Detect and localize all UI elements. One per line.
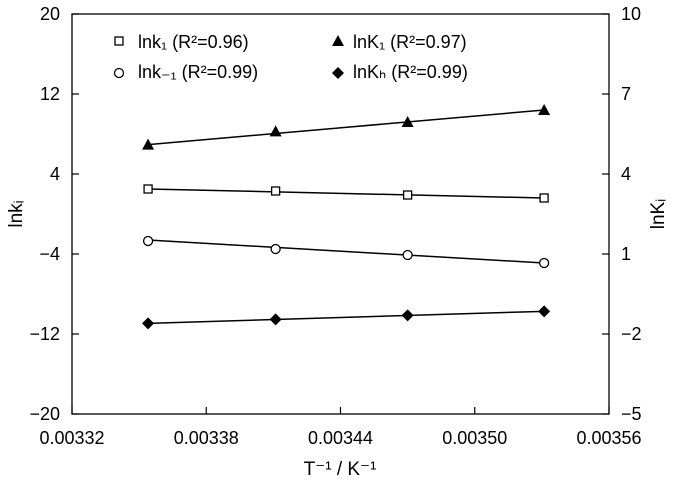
left-y-tick-label: 4: [50, 164, 60, 184]
legend-marker-lnKh: [332, 67, 344, 79]
x-axis-ticks: 0.00332 0.00338 0.00344 0.00350 0.00356: [39, 407, 642, 448]
data-point-series-3: [142, 317, 155, 330]
legend-marker-lnK1: [332, 35, 344, 46]
x-tick-label: 0.00356: [576, 428, 641, 448]
legend-label-lnK1: lnK₁ (R²=0.97): [353, 32, 467, 52]
right-y-axis-label: lnKᵢ: [648, 199, 669, 229]
left-y-tick-label: −4: [39, 244, 60, 264]
data-point-series-0: [402, 190, 413, 200]
right-y-tick-label: 4: [621, 164, 631, 184]
x-tick-label: 0.00338: [174, 428, 239, 448]
data-point-series-0: [270, 186, 281, 196]
data-point-series-3: [269, 313, 282, 326]
right-y-tick-label: −5: [621, 404, 642, 424]
legend-marker-lnk1: [114, 36, 124, 46]
right-y-axis-ticks: 10 7 4 1 −2 −5: [602, 4, 642, 424]
legend: lnk₁ (R²=0.96) lnk₋₁ (R²=0.99) lnK₁ (R²=…: [113, 32, 468, 82]
data-point-series-2: [538, 104, 551, 115]
right-y-tick-label: 7: [621, 84, 631, 104]
x-tick-label: 0.00344: [308, 428, 373, 448]
data-point-series-2: [269, 125, 282, 137]
left-y-tick-label: −12: [29, 324, 60, 344]
data-point-series-3: [538, 305, 551, 318]
right-y-tick-label: 10: [621, 4, 641, 24]
fit-lines: [148, 109, 545, 325]
data-point-series-1: [270, 243, 281, 255]
x-tick-label: 0.00350: [442, 428, 507, 448]
fit-line-series-1: [148, 239, 545, 264]
data-point-series-1: [402, 249, 413, 261]
fit-line-series-3: [148, 310, 545, 325]
data-point-series-3: [401, 309, 414, 322]
data-point-series-2: [401, 116, 414, 127]
data-point-series-0: [143, 184, 153, 194]
right-y-tick-label: 1: [621, 244, 631, 264]
legend-label-lnk1: lnk₁ (R²=0.96): [138, 32, 249, 52]
x-tick-label: 0.00332: [39, 428, 104, 448]
legend-label-lnk-1: lnk₋₁ (R²=0.99): [138, 62, 258, 82]
data-point-series-2: [142, 138, 155, 150]
legend-marker-lnk-1: [113, 67, 125, 79]
data-point-series-1: [142, 235, 154, 247]
data-point-series-1: [538, 257, 550, 269]
left-y-axis-label: lnkᵢ: [6, 200, 27, 227]
fit-line-series-0: [148, 188, 545, 199]
left-y-tick-label: 20: [40, 4, 60, 24]
right-y-tick-label: −2: [621, 324, 642, 344]
legend-label-lnKh: lnKₕ (R²=0.99): [353, 62, 468, 82]
data-points: [142, 104, 551, 330]
left-y-axis-ticks: 20 12 4 −4 −12 −20: [29, 4, 79, 424]
fit-line-series-2: [148, 109, 545, 146]
left-y-tick-label: −20: [29, 404, 60, 424]
data-point-series-0: [539, 193, 549, 203]
x-axis-label: T⁻¹ / K⁻¹: [304, 459, 377, 480]
left-y-tick-label: 12: [40, 84, 60, 104]
